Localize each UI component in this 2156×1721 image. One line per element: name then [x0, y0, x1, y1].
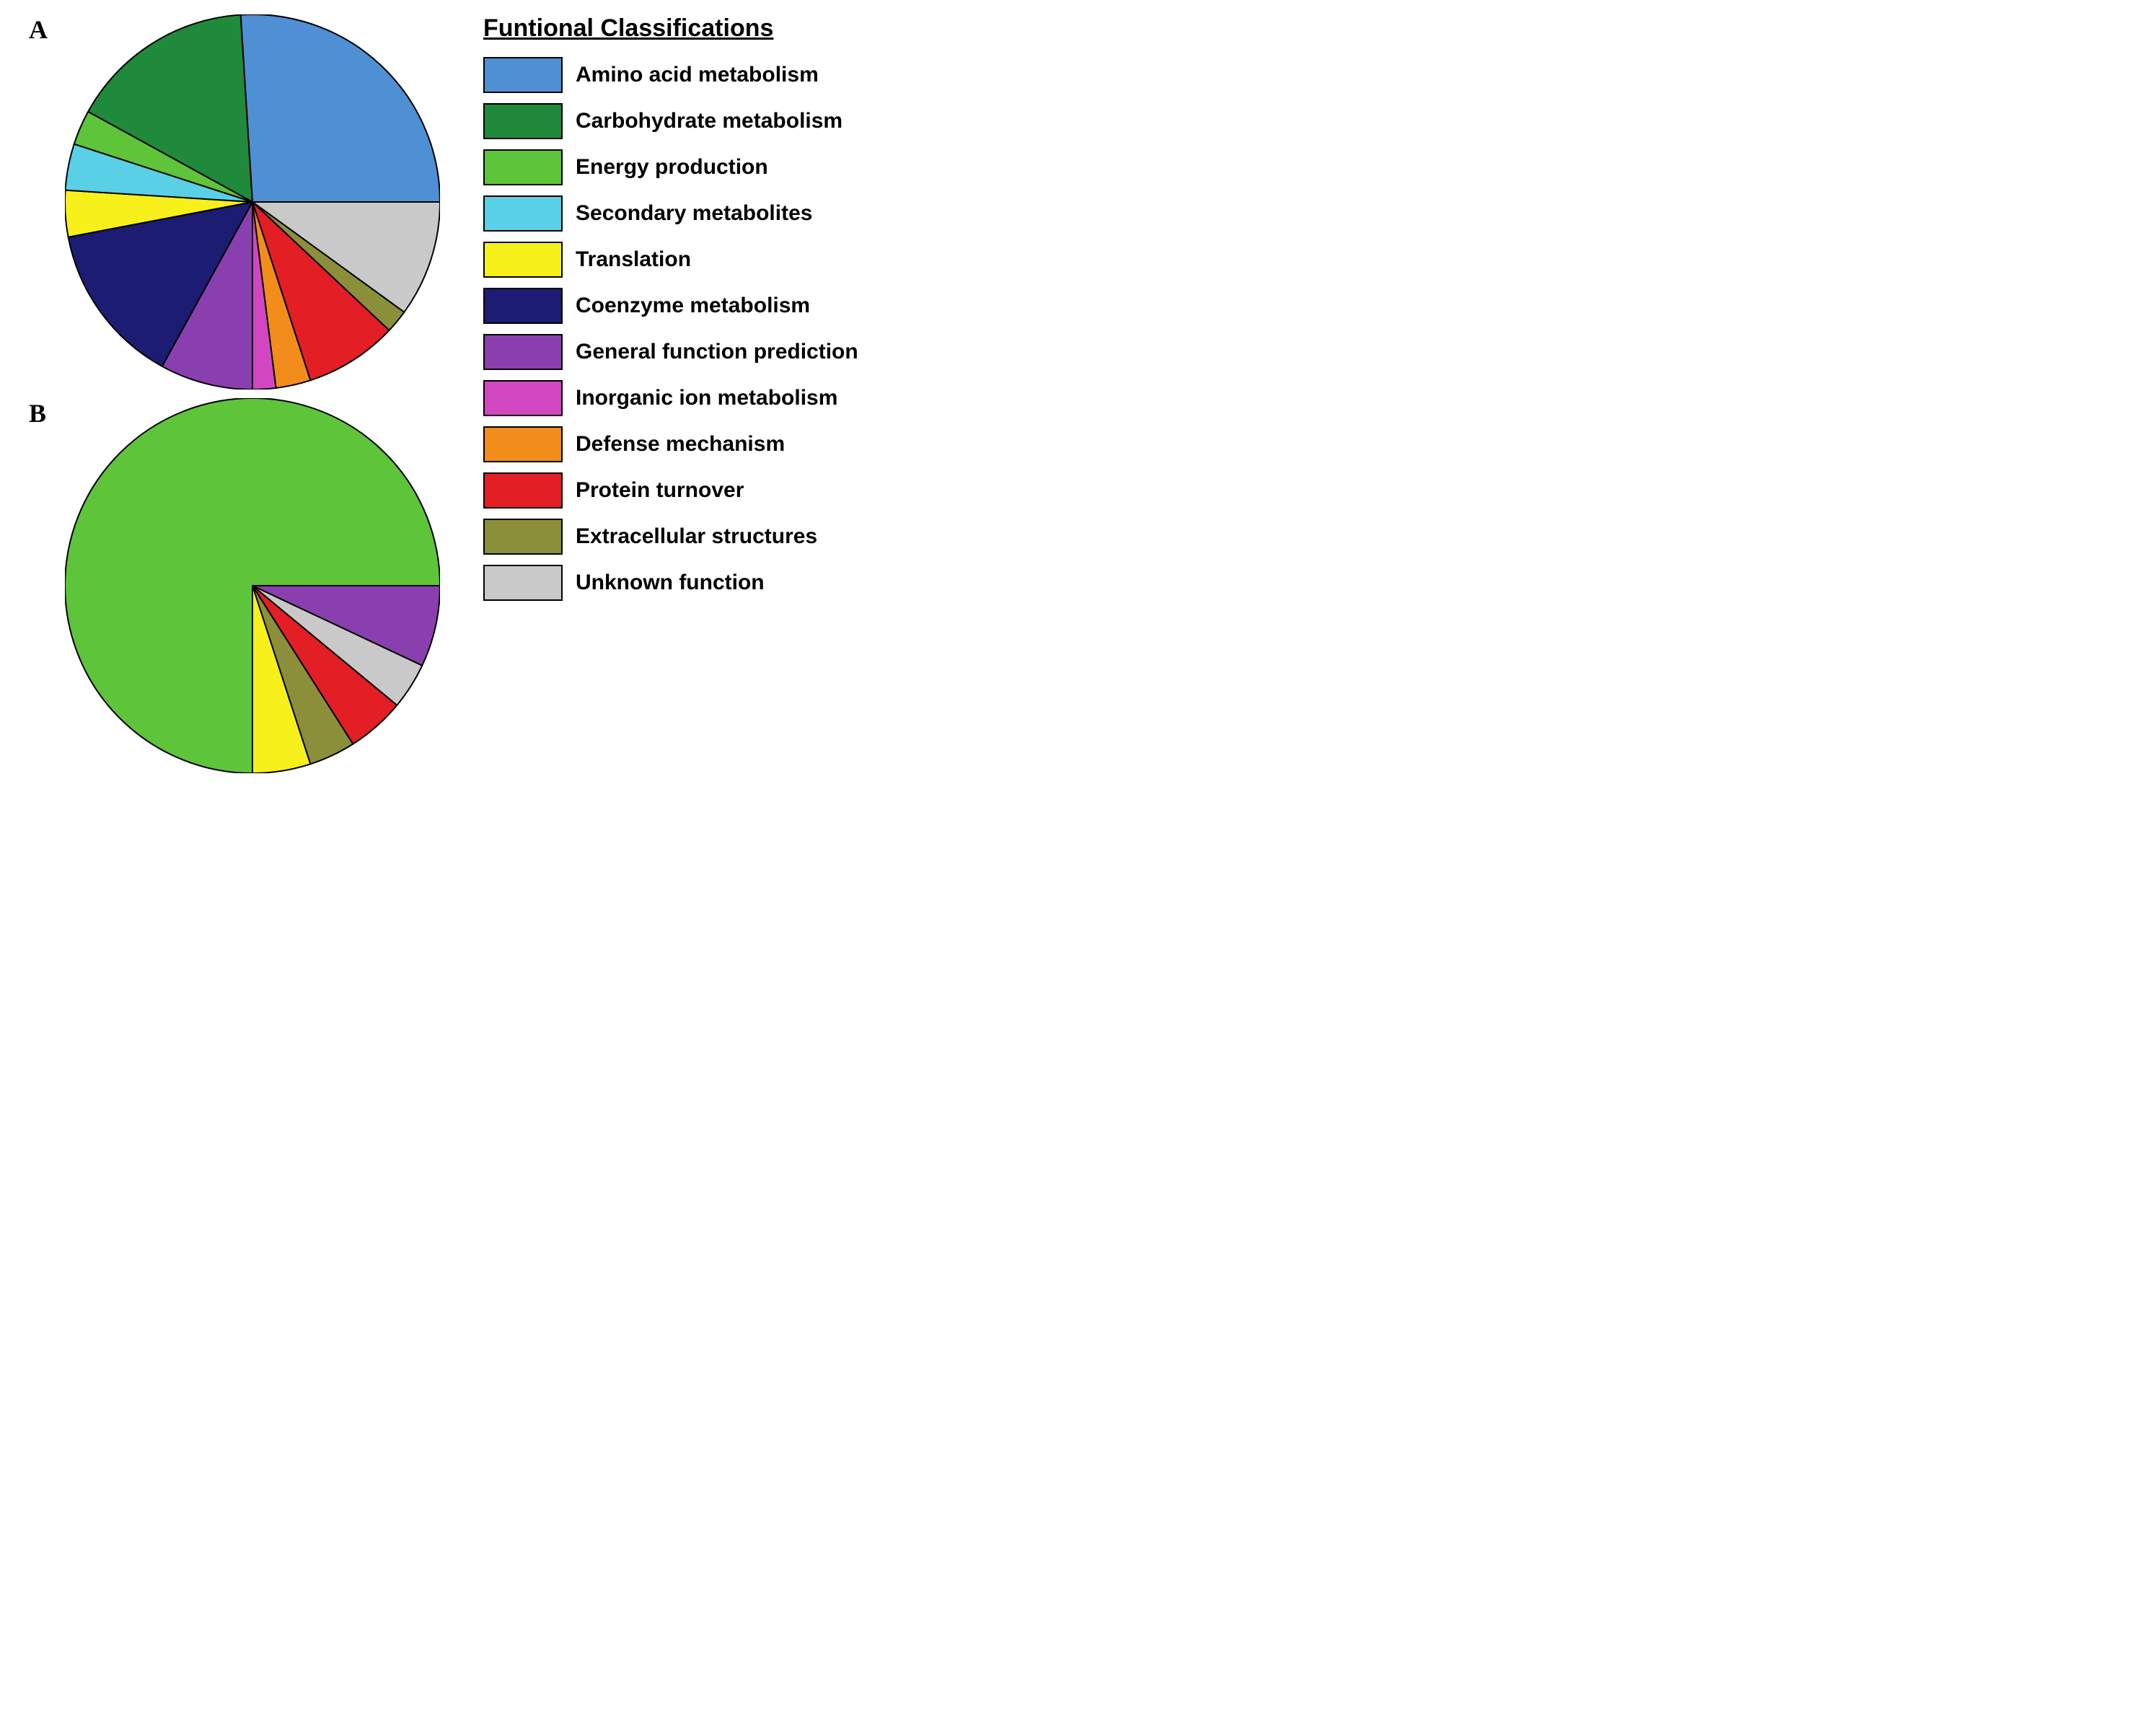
- legend-label: Protein turnover: [576, 478, 744, 503]
- legend-item: Coenzyme metabolism: [483, 288, 858, 324]
- legend-label: General function prediction: [576, 340, 858, 364]
- legend-swatch: [483, 195, 563, 232]
- legend-items: Amino acid metabolism Carbohydrate metabo…: [483, 57, 858, 611]
- legend-swatch: [483, 288, 563, 324]
- legend-item: Protein turnover: [483, 472, 858, 509]
- legend-label: Amino acid metabolism: [576, 63, 819, 87]
- pie-chart-a: [65, 14, 440, 389]
- legend-label: Unknown function: [576, 571, 765, 595]
- chart-panel-b: B: [29, 398, 440, 773]
- legend-swatch: [483, 103, 563, 139]
- legend-label: Carbohydrate metabolism: [576, 109, 842, 133]
- legend-item: Defense mechanism: [483, 426, 858, 462]
- legend-label: Energy production: [576, 155, 768, 180]
- legend-swatch: [483, 519, 563, 555]
- legend-item: Amino acid metabolism: [483, 57, 858, 93]
- pie-slice: [241, 14, 440, 202]
- legend-swatch: [483, 565, 563, 601]
- charts-column: A B: [29, 14, 440, 773]
- figure-root: A B Funtional Classifications Amino acid…: [0, 0, 2156, 802]
- chart-panel-a: A: [29, 14, 440, 389]
- legend-item: General function prediction: [483, 334, 858, 370]
- legend-item: Extracellular structures: [483, 519, 858, 555]
- legend-item: Energy production: [483, 149, 858, 185]
- legend-title: Funtional Classifications: [483, 14, 858, 43]
- legend-item: Translation: [483, 242, 858, 278]
- legend-item: Carbohydrate metabolism: [483, 103, 858, 139]
- legend-swatch: [483, 57, 563, 93]
- legend-swatch: [483, 472, 563, 509]
- legend-label: Inorganic ion metabolism: [576, 386, 837, 410]
- legend: Funtional Classifications Amino acid met…: [483, 14, 858, 611]
- legend-label: Coenzyme metabolism: [576, 294, 810, 318]
- legend-label: Defense mechanism: [576, 432, 785, 457]
- legend-swatch: [483, 149, 563, 185]
- legend-label: Translation: [576, 247, 691, 272]
- legend-item: Secondary metabolites: [483, 195, 858, 232]
- pie-chart-b: [65, 398, 440, 773]
- legend-label: Extracellular structures: [576, 524, 817, 549]
- legend-swatch: [483, 380, 563, 416]
- legend-item: Inorganic ion metabolism: [483, 380, 858, 416]
- legend-swatch: [483, 334, 563, 370]
- legend-swatch: [483, 242, 563, 278]
- legend-item: Unknown function: [483, 565, 858, 601]
- panel-label-b: B: [29, 398, 65, 428]
- legend-label: Secondary metabolites: [576, 201, 812, 226]
- legend-swatch: [483, 426, 563, 462]
- panel-label-a: A: [29, 14, 65, 45]
